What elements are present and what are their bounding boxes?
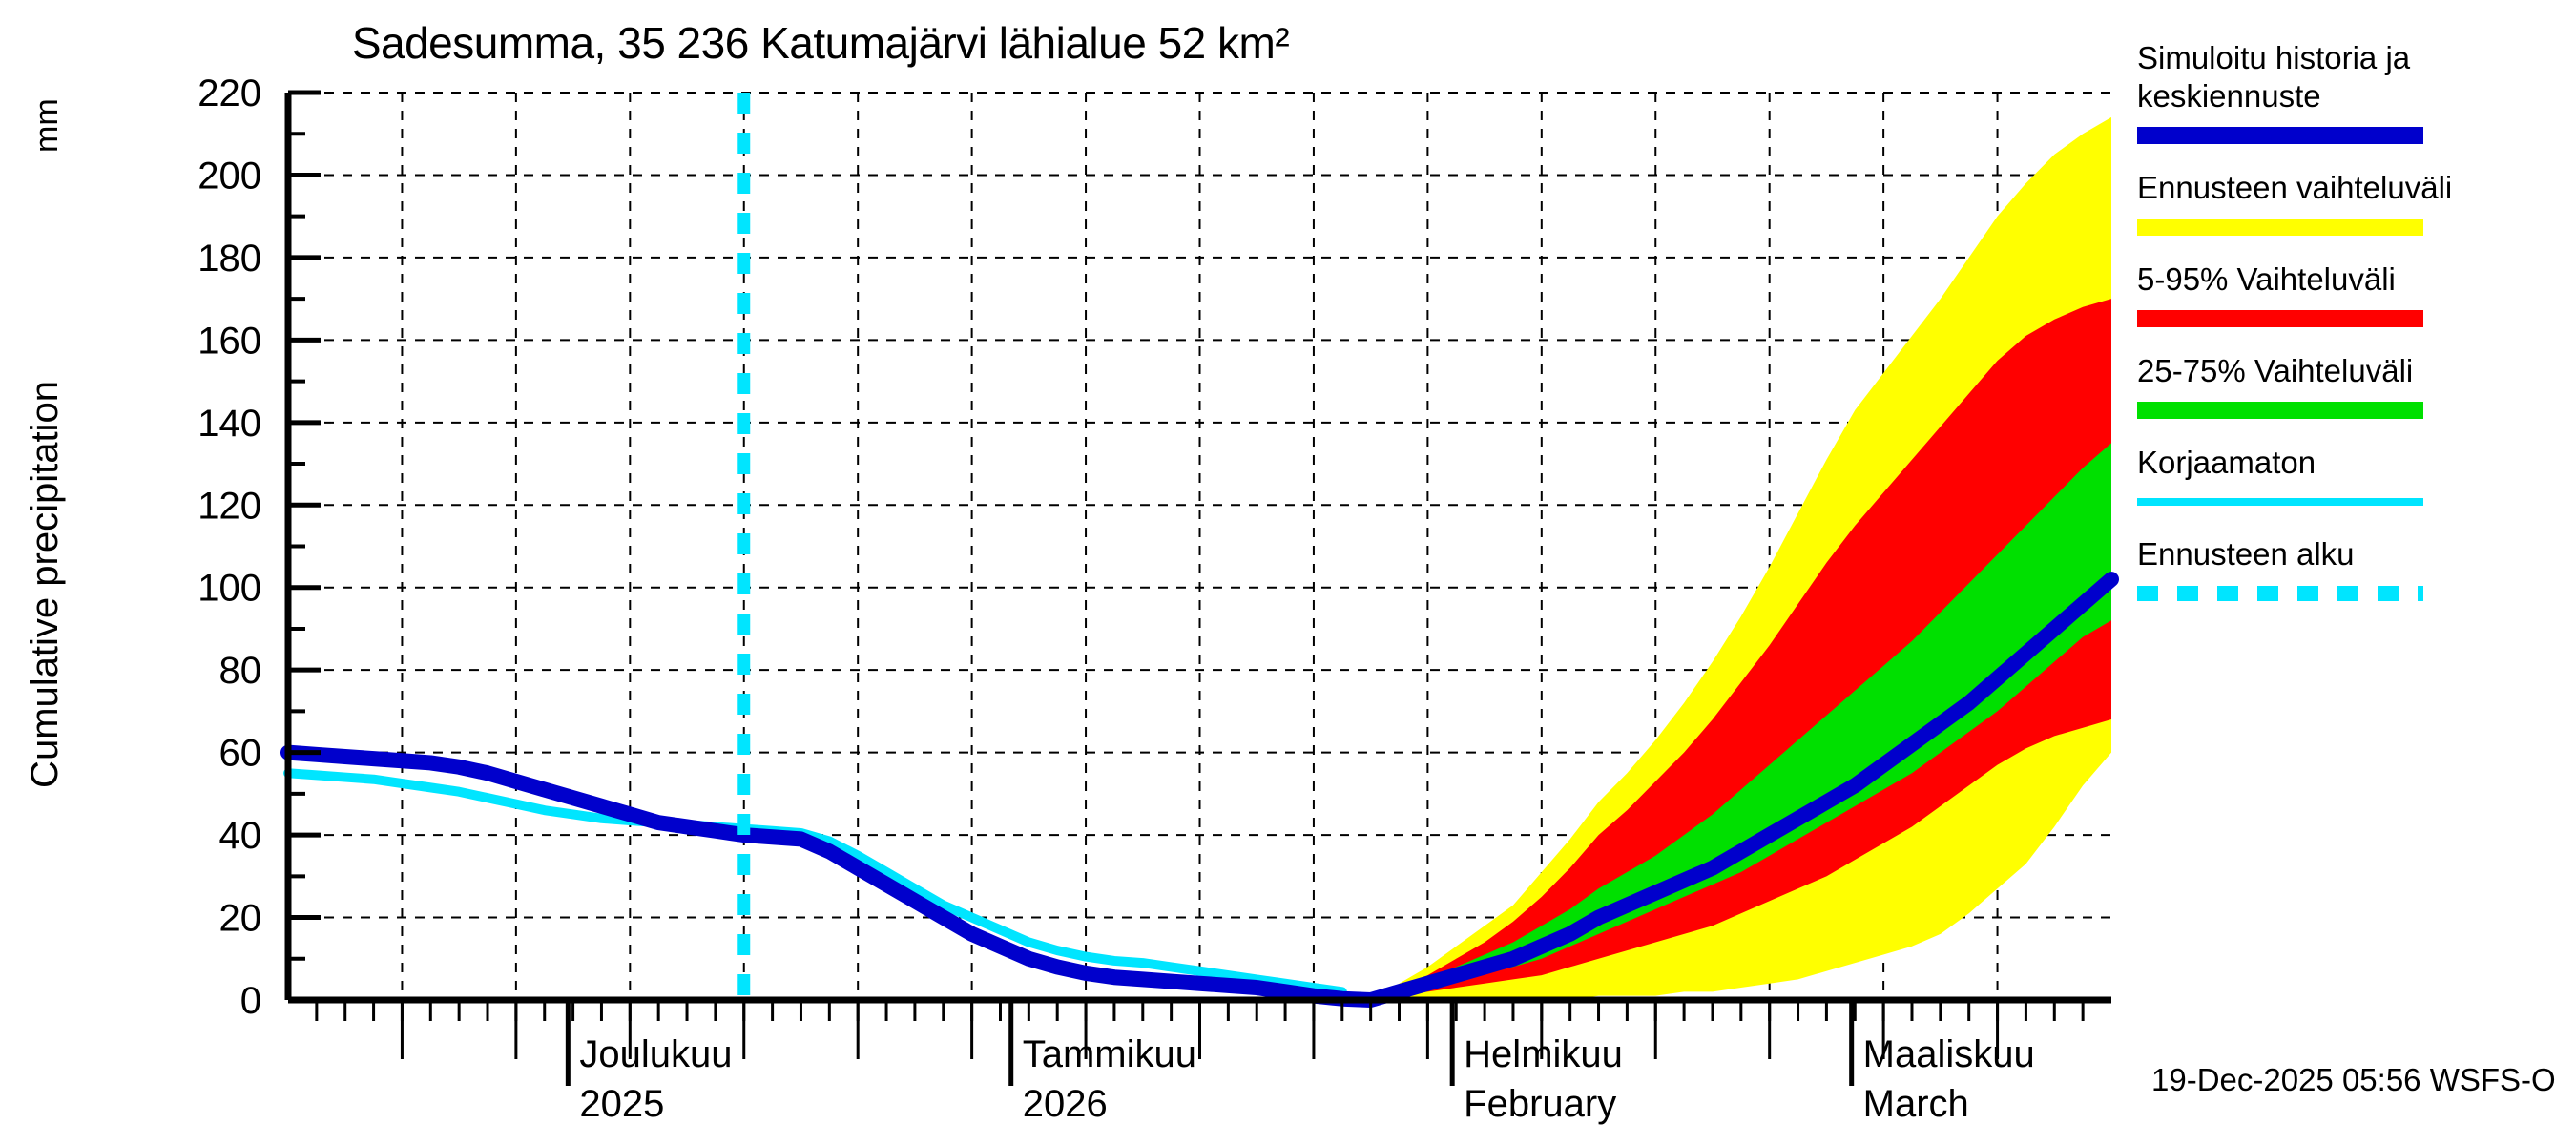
y-axis-unit: mm bbox=[29, 98, 65, 153]
y-tick-label: 100 bbox=[197, 568, 261, 610]
x-axis-month-label: Helmikuu bbox=[1464, 1033, 1623, 1075]
y-tick-label: 200 bbox=[197, 155, 261, 197]
x-axis-month-sublabel: 2025 bbox=[579, 1083, 664, 1125]
tick-label-layer: 0 20 40 60 80 100 120 140 160 180 200 220 Joulukuu 20… bbox=[197, 73, 2035, 1125]
y-tick-label: 40 bbox=[219, 815, 262, 857]
forecast-band-layer bbox=[1370, 116, 2111, 1001]
series-line-korjaamaton bbox=[283, 768, 1347, 997]
series-line-layer bbox=[280, 572, 2119, 1008]
y-tick-label: 20 bbox=[219, 898, 262, 940]
page-title: Sadesumma, 35 236 Katumajärvi lähialue 5… bbox=[351, 18, 1290, 68]
legend-label: 25-75% Vaihteluväli bbox=[2137, 353, 2413, 388]
y-tick-label: 120 bbox=[197, 485, 261, 527]
legend-label: Ennusteen vaihteluväli bbox=[2137, 170, 2452, 205]
x-axis-month-sublabel: February bbox=[1464, 1083, 1616, 1125]
series-line-median bbox=[280, 572, 2119, 1008]
x-axis-month-sublabel: March bbox=[1863, 1083, 1969, 1125]
y-tick-label: 140 bbox=[197, 403, 261, 445]
axis-layer bbox=[284, 90, 2111, 1086]
y-tick-label: 0 bbox=[240, 980, 261, 1022]
y-axis-title: Cumulative precipitation bbox=[24, 381, 66, 788]
legend-label: Simuloitu historia ja bbox=[2137, 40, 2411, 75]
band-5-95 bbox=[1370, 299, 2111, 1000]
x-axis-month-label: Maaliskuu bbox=[1863, 1033, 2035, 1075]
footer-timestamp: 19-Dec-2025 05:56 WSFS-O bbox=[2151, 1062, 2556, 1097]
legend-label: 5-95% Vaihteluväli bbox=[2137, 261, 2396, 297]
y-tick-label: 60 bbox=[219, 733, 262, 775]
x-axis-month-sublabel: 2026 bbox=[1023, 1083, 1108, 1125]
legend-label: Ennusteen alku bbox=[2137, 536, 2355, 572]
band-25-75 bbox=[1370, 443, 2111, 1000]
y-tick-label: 160 bbox=[197, 320, 261, 362]
x-axis-month-label: Joulukuu bbox=[579, 1033, 732, 1075]
legend-label: Korjaamaton bbox=[2137, 445, 2316, 480]
y-tick-label: 180 bbox=[197, 238, 261, 280]
legend-label: keskiennuste bbox=[2137, 78, 2321, 114]
x-axis-month-label: Tammikuu bbox=[1023, 1033, 1196, 1075]
grid-layer bbox=[288, 92, 2111, 1000]
y-tick-label: 220 bbox=[197, 73, 261, 114]
y-tick-label: 80 bbox=[219, 650, 262, 692]
